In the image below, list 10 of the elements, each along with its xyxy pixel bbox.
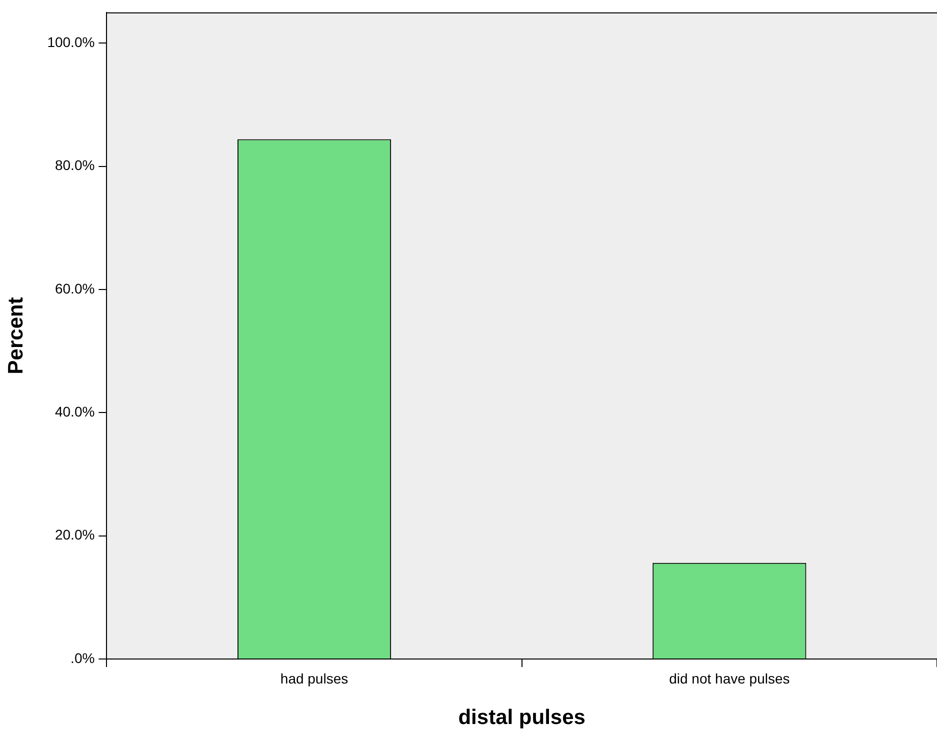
y-tick-label: 40.0% bbox=[54, 404, 95, 420]
x-axis-title: distal pulses bbox=[458, 706, 586, 730]
x-tick-label: did not have pulses bbox=[669, 670, 790, 686]
y-tick-label: 80.0% bbox=[54, 157, 95, 174]
y-tick-label: 100.0% bbox=[47, 34, 95, 50]
y-tick-label: .0% bbox=[70, 650, 95, 666]
y-tick-label: 60.0% bbox=[54, 280, 95, 296]
x-tick-label: had pulses bbox=[280, 670, 348, 686]
y-tick-label: 20.0% bbox=[54, 526, 95, 543]
y-axis-title: Percent bbox=[4, 297, 28, 374]
